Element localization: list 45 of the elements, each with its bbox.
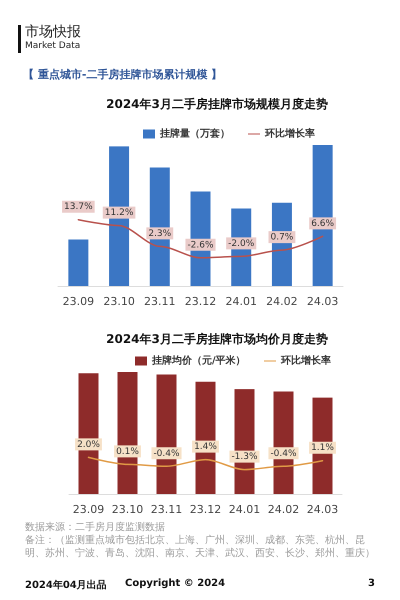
source-note: 数据来源：二手房月度监测数据: [25, 520, 165, 534]
legend-label: 挂牌量（万套）: [159, 128, 230, 140]
data-label: 11.2%: [104, 208, 134, 218]
data-label: -2.6%: [187, 240, 214, 250]
data-label: -0.4%: [270, 448, 297, 459]
x-tick-label: 23.11: [144, 295, 176, 308]
x-tick-label: 24.01: [228, 503, 260, 516]
text: 备注：（监测重点城市包括北京、上海、广州、深圳、成都、东莞、杭州、昆明、苏州、宁波、青岛、沈阳、南京、天津、武汉、西安、长沙、郑州、重庆）: [25, 534, 376, 560]
chart-subtitle: 【 重点城市-二手房挂牌市场累计规模 】: [23, 68, 222, 81]
bar: [68, 239, 88, 286]
data-label: 2.0%: [77, 440, 100, 450]
data-label: 6.6%: [311, 218, 335, 229]
x-tick-label: 24.03: [306, 295, 338, 308]
chart-title: 2024年3月二手房挂牌市场均价月度走势: [106, 332, 328, 346]
legend-label: 环比增长率: [280, 354, 331, 366]
bar: [312, 145, 333, 286]
x-tick-label: 23.10: [103, 295, 135, 308]
data-label: 0.7%: [270, 232, 294, 243]
legend-label: 环比增长率: [264, 128, 315, 140]
data-label: -1.3%: [231, 452, 258, 462]
text: Copyright © 2024: [125, 578, 226, 589]
bar: [78, 373, 98, 494]
x-tick-label: 24.03: [306, 503, 338, 516]
data-label: -2.0%: [228, 238, 255, 249]
x-tick-label: 23.11: [150, 503, 182, 516]
x-tick-label: 24.01: [225, 295, 257, 308]
x-tick-label: 24.02: [268, 503, 300, 516]
x-tick-label: 23.12: [190, 503, 222, 516]
x-tick-label: 24.02: [266, 295, 298, 308]
x-tick-label: 23.09: [72, 503, 104, 516]
text: 2024年04月出品: [25, 578, 107, 592]
data-label: 1.1%: [311, 443, 334, 454]
text: 3: [368, 578, 375, 589]
data-label: 1.4%: [194, 442, 218, 452]
x-tick-label: 23.09: [62, 295, 94, 308]
legend-label: 挂牌均价（元/平米）: [151, 354, 246, 366]
text: Market Data: [25, 41, 80, 51]
text: 市场快报: [25, 23, 81, 41]
x-tick-label: 23.10: [112, 503, 144, 516]
data-label: 13.7%: [64, 202, 94, 212]
data-label: -0.4%: [153, 448, 180, 459]
x-tick-label: 23.12: [184, 295, 216, 308]
data-label: 0.1%: [116, 446, 140, 457]
data-label: 2.3%: [148, 228, 172, 239]
chart-title: 2024年3月二手房挂牌市场规模月度走势: [106, 97, 328, 111]
